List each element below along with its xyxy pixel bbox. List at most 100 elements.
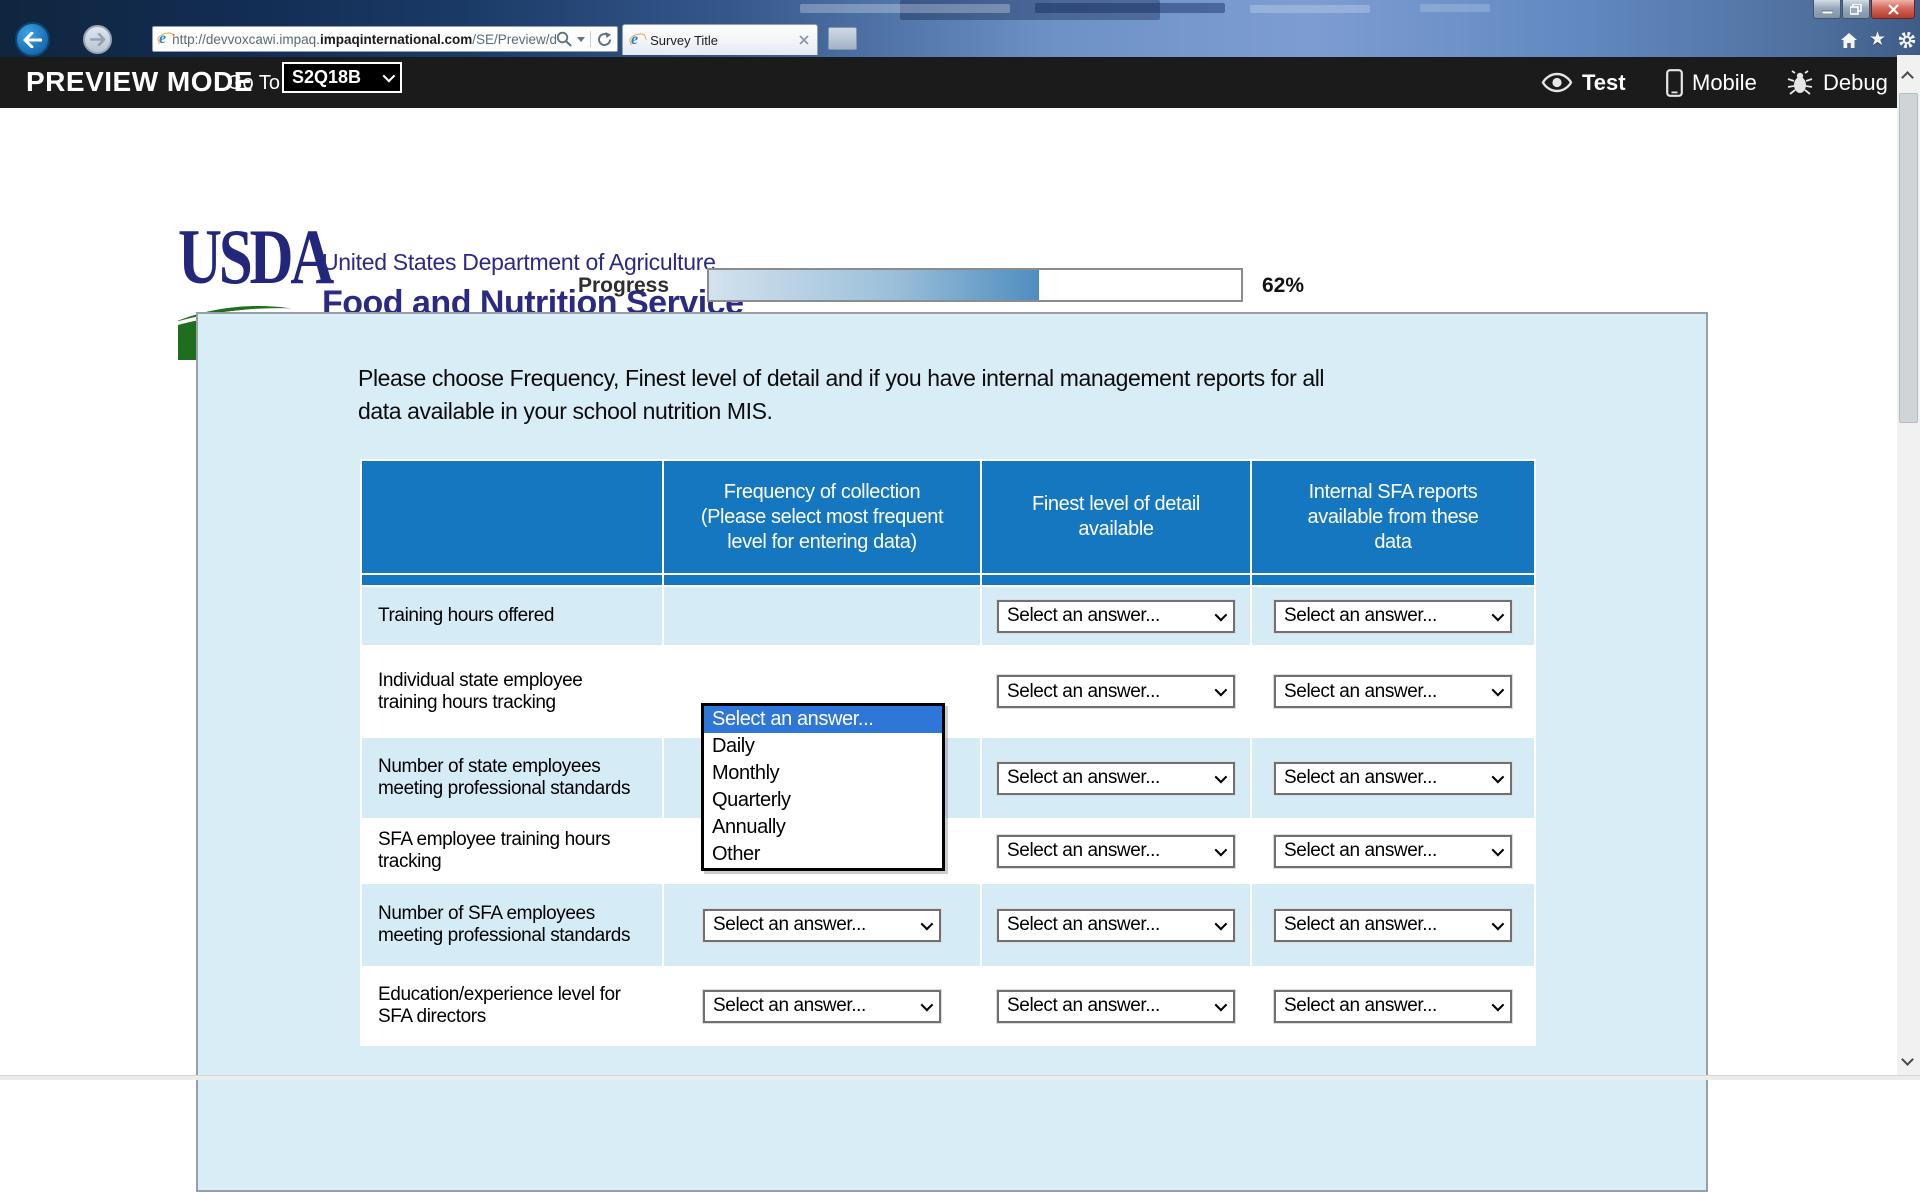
table-header-row: Frequency of collection (Please select m… bbox=[362, 461, 1534, 573]
debug-bug-icon bbox=[1787, 69, 1813, 95]
progress-bar bbox=[707, 268, 1243, 302]
progress-percent: 62% bbox=[1262, 274, 1305, 297]
background-window-smudge bbox=[1035, 3, 1225, 13]
debug-label: Debug bbox=[1823, 69, 1888, 95]
refresh-icon[interactable] bbox=[596, 31, 613, 48]
search-options-caret-icon[interactable] bbox=[577, 36, 585, 42]
address-bar[interactable]: e http://devvoxcawi.impaq.impaqinternati… bbox=[152, 26, 618, 52]
restore-button[interactable] bbox=[1842, 0, 1870, 19]
home-icon[interactable] bbox=[1840, 32, 1858, 49]
forward-button[interactable] bbox=[83, 25, 112, 54]
preview-mode-bar: PREVIEW MODE Go To : S2Q18B Test Mobile bbox=[0, 57, 1897, 108]
chevron-down-icon bbox=[1214, 683, 1228, 697]
mobile-phone-icon bbox=[1666, 68, 1683, 97]
usda-logo-wordmark: USDA bbox=[178, 213, 334, 300]
chevron-down-icon bbox=[1214, 998, 1228, 1011]
dropdown-option[interactable]: Select an answer... bbox=[704, 706, 942, 733]
vertical-scrollbar[interactable] bbox=[1897, 55, 1920, 1080]
dropdown-option[interactable]: Quarterly bbox=[712, 789, 791, 811]
detail-select[interactable]: Select an answer... bbox=[997, 599, 1235, 633]
table-row: Individual state employee training hours… bbox=[362, 647, 1534, 736]
background-window-smudge bbox=[1250, 5, 1370, 13]
reports-select[interactable]: Select an answer... bbox=[1274, 761, 1512, 795]
detail-select[interactable]: Select an answer... bbox=[997, 834, 1235, 868]
background-window-smudge bbox=[1420, 4, 1490, 12]
back-button[interactable] bbox=[15, 22, 50, 57]
header-empty bbox=[362, 461, 662, 573]
tab-title: Survey Title bbox=[650, 32, 719, 48]
reports-select[interactable]: Select an answer... bbox=[1274, 908, 1512, 942]
reports-select[interactable]: Select an answer... bbox=[1274, 599, 1512, 633]
detail-select[interactable]: Select an answer... bbox=[997, 908, 1235, 942]
detail-select[interactable]: Select an answer... bbox=[997, 989, 1235, 1023]
answers-table: Frequency of collection (Please select m… bbox=[360, 459, 1536, 1046]
table-row: Education/experience level for SFA direc… bbox=[362, 968, 1534, 1044]
table-row: Number of SFA employees meeting professi… bbox=[362, 884, 1534, 966]
debug-button[interactable]: Debug bbox=[1786, 57, 1888, 108]
dropdown-option[interactable]: Daily bbox=[712, 735, 755, 757]
chevron-down-icon bbox=[920, 998, 934, 1011]
row-label: Training hours offered bbox=[362, 587, 662, 645]
question-text: Please choose Frequency, Finest level of… bbox=[358, 365, 1325, 424]
detail-select[interactable]: Select an answer... bbox=[997, 675, 1235, 708]
mobile-label: Mobile bbox=[1692, 69, 1757, 95]
frequency-cell bbox=[664, 587, 980, 645]
chevron-down-icon bbox=[1491, 608, 1505, 621]
frequency-select[interactable]: Select an answer... bbox=[703, 989, 941, 1023]
url-text[interactable]: http://devvoxcawi.impaq.impaqinternation… bbox=[172, 31, 556, 47]
scrollbar-thumb[interactable] bbox=[1899, 93, 1918, 423]
search-icon[interactable] bbox=[556, 31, 572, 47]
chevron-down-icon bbox=[920, 917, 934, 930]
chevron-down-icon bbox=[382, 69, 396, 83]
mobile-button[interactable]: Mobile bbox=[1666, 57, 1757, 108]
dropdown-option[interactable]: Annually bbox=[712, 816, 786, 838]
row-label: Individual state employee training hours… bbox=[362, 647, 662, 736]
header-detail: Finest level of detail available bbox=[982, 461, 1250, 573]
dropdown-option[interactable]: Other bbox=[712, 843, 761, 865]
preview-mode-title: PREVIEW MODE bbox=[26, 66, 253, 97]
reports-select[interactable]: Select an answer... bbox=[1274, 675, 1512, 708]
scroll-up-icon[interactable] bbox=[1901, 71, 1914, 84]
goto-selected-value: S2Q18B bbox=[292, 67, 362, 87]
browser-frame-icons: ★ bbox=[1840, 30, 1917, 50]
reports-select[interactable]: Select an answer... bbox=[1274, 989, 1512, 1023]
background-window-smudge bbox=[900, 0, 1160, 20]
favorites-star-icon[interactable]: ★ bbox=[1869, 29, 1887, 50]
chevron-down-icon bbox=[1491, 917, 1505, 930]
survey-page: USDA United States Department of Agricul… bbox=[0, 108, 1897, 1192]
tab-close-icon[interactable] bbox=[799, 35, 809, 45]
minimize-icon bbox=[1821, 10, 1833, 14]
chevron-down-icon bbox=[1214, 917, 1228, 930]
survey-panel: Please choose Frequency, Finest level of… bbox=[196, 312, 1708, 1192]
chevron-down-icon bbox=[1491, 843, 1505, 856]
close-button[interactable] bbox=[1871, 0, 1915, 19]
test-button[interactable]: Test bbox=[1541, 57, 1626, 108]
reports-select[interactable]: Select an answer... bbox=[1274, 834, 1512, 868]
eye-icon bbox=[1541, 72, 1573, 93]
goto-question-select[interactable]: S2Q18B bbox=[282, 62, 402, 93]
progress-bar-fill bbox=[709, 270, 1039, 300]
tools-gear-icon[interactable] bbox=[1897, 30, 1917, 50]
chevron-down-icon bbox=[1214, 843, 1228, 856]
dropdown-option[interactable]: Monthly bbox=[712, 762, 780, 784]
row-label: Education/experience level for SFA direc… bbox=[362, 968, 662, 1044]
window-controls bbox=[1812, 0, 1915, 19]
chevron-down-icon bbox=[1214, 770, 1228, 783]
department-name: United States Department of Agriculture bbox=[322, 249, 716, 275]
new-tab-button[interactable] bbox=[828, 27, 857, 50]
background-window-smudge bbox=[800, 4, 1010, 13]
table-row: Training hours offered Select an answer.… bbox=[362, 587, 1534, 645]
frequency-select[interactable]: Select an answer... bbox=[703, 908, 941, 942]
chevron-down-icon bbox=[1214, 608, 1228, 621]
header-reports: Internal SFA reports available from thes… bbox=[1252, 461, 1534, 573]
taskbar-edge-strip bbox=[0, 1075, 1920, 1080]
tab-survey-title[interactable]: e Survey Title bbox=[622, 24, 818, 55]
row-label: Number of SFA employees meeting professi… bbox=[362, 884, 662, 966]
minimize-button[interactable] bbox=[1813, 0, 1841, 19]
goto-label: Go To : bbox=[227, 72, 292, 94]
close-icon bbox=[1887, 3, 1899, 15]
scroll-down-icon[interactable] bbox=[1901, 1053, 1914, 1066]
detail-select[interactable]: Select an answer... bbox=[997, 761, 1235, 795]
table-row: SFA employee training hours tracking Sel… bbox=[362, 820, 1534, 882]
